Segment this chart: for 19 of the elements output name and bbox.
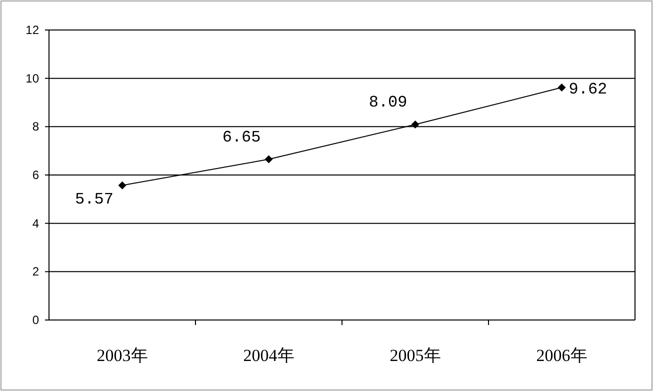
- y-tick-label: 10: [26, 71, 40, 86]
- point: [558, 84, 566, 92]
- x-tick-label: 2005年: [390, 346, 441, 365]
- point: [118, 181, 126, 190]
- y-tick-label: 8: [32, 120, 40, 134]
- data-label: 6.65: [222, 128, 261, 146]
- x-tick-label: 2004年: [243, 346, 294, 365]
- x-tick-label: 2006年: [536, 346, 588, 365]
- x-tick-label: 2003年: [96, 346, 148, 365]
- data-label: 9.62: [568, 80, 608, 99]
- y-tick-label: 0: [32, 313, 40, 327]
- y-tick-label: 2: [32, 264, 40, 279]
- point: [411, 120, 420, 128]
- y-tick-label: 12: [26, 23, 40, 37]
- point: [264, 155, 273, 164]
- data-label: 5.57: [75, 190, 114, 208]
- y-tick-label: 6: [32, 168, 40, 182]
- y-tick-label: 4: [32, 216, 40, 230]
- data-label: 8.09: [368, 93, 408, 112]
